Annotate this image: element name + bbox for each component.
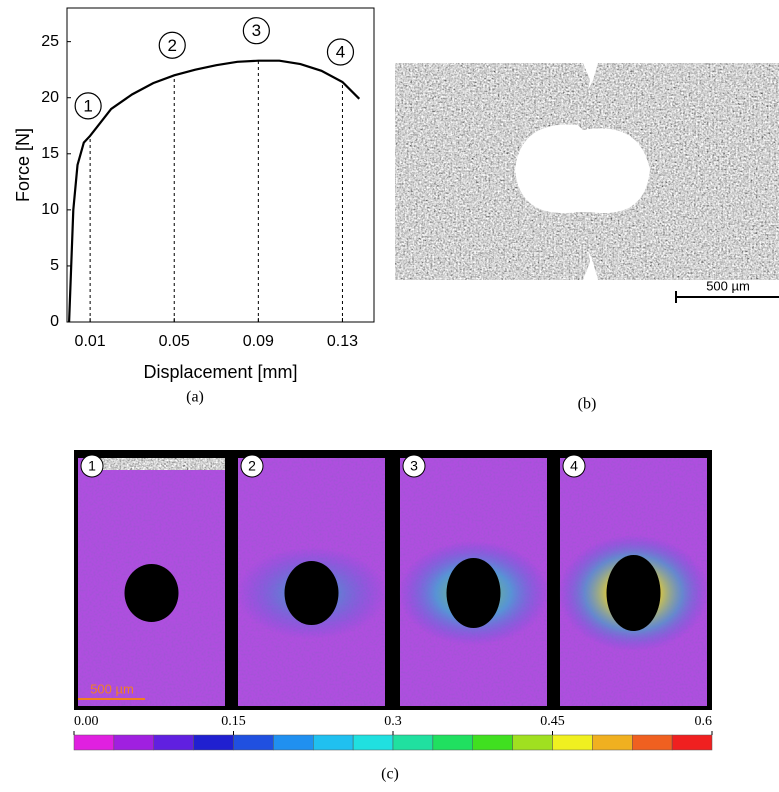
micrograph	[395, 63, 779, 280]
hole	[446, 558, 501, 628]
y-tick-label: 0	[50, 313, 59, 330]
x-tick-label: 0.01	[75, 333, 106, 350]
colorbar-segment	[233, 734, 274, 751]
colorbar-segment	[671, 734, 713, 751]
frame-badge	[562, 454, 586, 478]
marker-circle	[242, 17, 270, 45]
y-tick-label: 20	[41, 89, 59, 106]
colorbar-segment	[472, 734, 513, 751]
marker-circle	[326, 38, 355, 66]
hole	[284, 561, 339, 625]
y-tick-label: 15	[41, 145, 59, 162]
caption: (c)	[381, 766, 399, 783]
frame-label: 4	[570, 458, 578, 474]
colorbar-segment	[632, 734, 673, 751]
colorbar-segment	[153, 734, 194, 751]
colorbar-segment	[113, 734, 154, 751]
caption: (b)	[578, 396, 597, 413]
colorbar-segment	[552, 734, 593, 751]
x-tick-label: 0.13	[327, 333, 358, 350]
frame-label: 1	[88, 458, 96, 474]
y-axis-label: Force [N]	[13, 128, 33, 202]
hole	[606, 555, 661, 631]
marker-label: 4	[336, 42, 345, 61]
colorbar-segment	[592, 734, 633, 751]
colorbar-tick-label: 0.00	[74, 714, 99, 729]
colorbar-tick-label: 0.6	[695, 714, 713, 729]
colorbar-segment	[432, 734, 473, 751]
marker-label: 2	[168, 36, 177, 55]
frame-badge	[240, 454, 264, 478]
speckle-edge	[100, 458, 225, 470]
y-tick-label: 25	[41, 33, 59, 50]
colorbar-tick-label: 0.3	[384, 714, 402, 729]
frame-label: 2	[248, 458, 256, 474]
x-tick-label: 0.09	[243, 333, 274, 350]
colorbar-segment	[193, 734, 234, 751]
hole	[124, 564, 179, 622]
colorbar-segment	[392, 734, 434, 751]
colorbar-tick-label: 0.15	[221, 714, 246, 729]
scale-label: 500 µm	[706, 278, 750, 293]
colorbar-tick-label: 0.45	[540, 714, 565, 729]
line	[68, 59, 361, 323]
colorbar-segment	[352, 734, 394, 751]
y-tick-label: 10	[41, 201, 59, 218]
y-tick-label: 5	[50, 257, 59, 274]
frame-badge	[80, 454, 104, 478]
x-tick-label: 0.05	[159, 333, 190, 350]
caption: (a)	[186, 389, 204, 406]
scale-label: 500 µm	[90, 681, 134, 696]
frame-label: 3	[410, 458, 418, 474]
colorbar-segment	[313, 734, 354, 751]
colorbar-segment	[73, 734, 115, 751]
marker-circle	[158, 31, 186, 59]
marker-circle	[74, 92, 102, 120]
colorbar-segment	[512, 734, 553, 751]
marker-label: 3	[252, 21, 261, 40]
marker-label: 1	[83, 96, 92, 115]
colorbar-segment	[273, 734, 314, 751]
x-axis-label: Displacement [mm]	[143, 362, 297, 382]
frame-badge	[402, 454, 426, 478]
plot-frame	[66, 7, 375, 323]
